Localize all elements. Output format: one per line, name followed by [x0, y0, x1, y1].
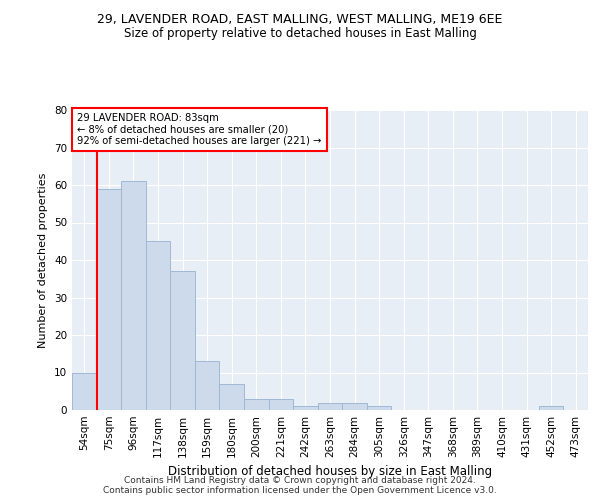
Text: 29 LAVENDER ROAD: 83sqm
← 8% of detached houses are smaller (20)
92% of semi-det: 29 LAVENDER ROAD: 83sqm ← 8% of detached… [77, 113, 322, 146]
Text: 29, LAVENDER ROAD, EAST MALLING, WEST MALLING, ME19 6EE: 29, LAVENDER ROAD, EAST MALLING, WEST MA… [97, 12, 503, 26]
Bar [244, 399, 269, 410]
Text: Size of property relative to detached houses in East Malling: Size of property relative to detached ho… [124, 28, 476, 40]
Text: Contains HM Land Registry data © Crown copyright and database right 2024.: Contains HM Land Registry data © Crown c… [124, 476, 476, 485]
Bar [146, 242, 170, 410]
Bar [367, 406, 391, 410]
X-axis label: Distribution of detached houses by size in East Malling: Distribution of detached houses by size … [168, 466, 492, 478]
Bar [539, 406, 563, 410]
Bar [72, 372, 97, 410]
Bar [220, 384, 244, 410]
Bar [269, 399, 293, 410]
Text: Contains public sector information licensed under the Open Government Licence v3: Contains public sector information licen… [103, 486, 497, 495]
Bar [121, 181, 146, 410]
Bar [97, 188, 121, 410]
Bar [318, 402, 342, 410]
Bar [342, 402, 367, 410]
Bar [195, 361, 220, 410]
Bar [170, 271, 195, 410]
Y-axis label: Number of detached properties: Number of detached properties [38, 172, 49, 348]
Bar [293, 406, 318, 410]
